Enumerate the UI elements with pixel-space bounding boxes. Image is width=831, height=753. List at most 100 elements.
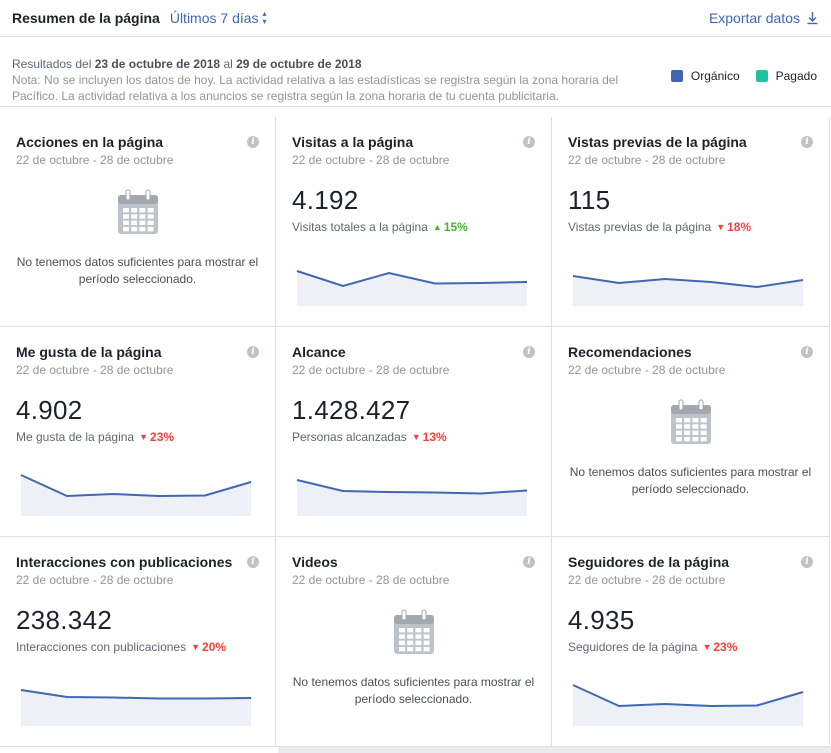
results-info: Resultados del 23 de octubre de 2018 al … — [0, 37, 831, 107]
trend-sparkline — [20, 474, 252, 516]
triangle-down-icon: ▼ — [411, 432, 421, 442]
results-mid: al — [220, 57, 237, 71]
trend-sparkline — [296, 479, 528, 516]
card-date-range: 22 de octubre - 28 de octubre — [16, 573, 174, 587]
card-date-range: 22 de octubre - 28 de octubre — [568, 573, 726, 587]
metric-label: Me gusta de la página — [16, 430, 135, 444]
results-range: Resultados del 23 de octubre de 2018 al … — [12, 57, 831, 71]
metric-label: Interacciones con publicaciones — [16, 640, 187, 654]
info-icon[interactable]: i — [523, 346, 535, 358]
no-data-message: No tenemos datos suficientes para mostra… — [292, 675, 535, 706]
info-icon[interactable]: i — [801, 556, 813, 568]
info-icon[interactable]: i — [801, 136, 813, 148]
triangle-up-icon: ▲ — [432, 222, 442, 232]
metric-label: Vistas previas de la página — [568, 220, 712, 234]
sort-caret-icon: ▴ ▾ — [262, 9, 267, 26]
results-date-from: 23 de octubre de 2018 — [94, 57, 221, 71]
trend-sparkline — [296, 270, 528, 306]
sparkline-area — [297, 480, 527, 516]
legend-label-organic: Orgánico — [690, 69, 740, 83]
legend-swatch-paid — [755, 70, 768, 82]
date-range-selector[interactable]: Últimos 7 días ▴ ▾ — [169, 9, 267, 27]
card-date-range: 22 de octubre - 28 de octubre — [568, 153, 726, 167]
card-date-range: 22 de octubre - 28 de octubre — [16, 363, 174, 377]
metric-value: 4.935 — [568, 605, 635, 635]
card-title: Visitas a la página — [292, 134, 414, 150]
calendar-icon — [393, 609, 434, 654]
metric-delta-value: 20% — [202, 640, 227, 654]
page-title: Resumen de la página — [12, 10, 160, 26]
sparkline-line — [572, 275, 804, 289]
no-data-message: No tenemos datos suficientes para mostra… — [569, 465, 812, 496]
calendar-icon — [670, 399, 711, 444]
trend-sparkline — [20, 689, 252, 726]
card-title: Seguidores de la página — [568, 554, 730, 570]
metric-subtitle: Vistas previas de la página ▼ 18% — [568, 220, 813, 234]
timezone-note: Nota: No se incluyen los datos de hoy. L… — [12, 73, 619, 103]
calendar-icon — [117, 189, 158, 234]
metric-subtitle: Seguidores de la página ▼ 23% — [568, 640, 813, 654]
metric-delta: ▼ 23% — [702, 640, 737, 654]
metric-label: Personas alcanzadas — [292, 430, 407, 444]
sparkline-line — [20, 474, 252, 498]
card-title: Interacciones con publicaciones — [16, 554, 233, 570]
export-data-label: Exportar datos — [708, 10, 800, 26]
card-date-range: 22 de octubre - 28 de octubre — [292, 153, 450, 167]
sparkline-line — [572, 684, 804, 708]
metric-value: 4.902 — [16, 395, 83, 425]
metric-delta: ▲ 15% — [433, 220, 468, 234]
sparkline-area — [573, 276, 803, 306]
triangle-down-icon: ▼ — [139, 432, 149, 442]
trend-sparkline — [572, 275, 804, 306]
metric-value: 115 — [568, 185, 611, 215]
legend-item-paid: Pagado — [755, 69, 817, 83]
results-date-to: 29 de octubre de 2018 — [236, 57, 362, 71]
metric-delta: ▼ 13% — [412, 430, 447, 444]
metric-label: Seguidores de la página — [568, 640, 698, 654]
date-range-label: Últimos 7 días — [169, 10, 259, 26]
no-data-placeholder: No tenemos datos suficientes para mostra… — [568, 399, 813, 498]
metric-delta: ▼ 23% — [139, 430, 174, 444]
metric-card-acciones-en-la-pagina[interactable]: Acciones en la página 22 de octubre - 28 … — [0, 117, 276, 327]
info-icon[interactable]: i — [523, 136, 535, 148]
metric-card-recomendaciones[interactable]: Recomendaciones 22 de octubre - 28 de oct… — [552, 327, 830, 537]
info-icon[interactable]: i — [247, 346, 259, 358]
metric-card-videos[interactable]: Videos 22 de octubre - 28 de octubre i No t… — [276, 537, 552, 747]
metric-delta: ▼ 18% — [716, 220, 751, 234]
legend-swatch-organic — [670, 70, 683, 82]
card-title: Videos — [292, 554, 338, 570]
card-title: Vistas previas de la página — [568, 134, 747, 150]
triangle-down-icon: ▼ — [702, 642, 712, 652]
no-data-placeholder: No tenemos datos suficientes para mostra… — [16, 189, 259, 288]
metric-subtitle: Interacciones con publicaciones ▼ 20% — [16, 640, 259, 654]
card-title: Acciones en la página — [16, 134, 164, 150]
card-date-range: 22 de octubre - 28 de octubre — [292, 363, 450, 377]
metric-label: Visitas totales a la página — [292, 220, 428, 234]
metric-subtitle: Personas alcanzadas ▼ 13% — [292, 430, 535, 444]
results-prefix: Resultados del — [12, 57, 95, 71]
sparkline-area — [297, 271, 527, 306]
metric-card-vistas-previas-de-la-pagina[interactable]: Vistas previas de la página 22 de octubre… — [552, 117, 830, 327]
info-icon[interactable]: i — [801, 346, 813, 358]
metric-card-alcance[interactable]: Alcance 22 de octubre - 28 de octubre i 1.4… — [276, 327, 552, 537]
metric-card-seguidores-de-la-pagina[interactable]: Seguidores de la página 22 de octubre - 2… — [552, 537, 830, 747]
info-icon[interactable]: i — [247, 556, 259, 568]
card-title: Recomendaciones — [568, 344, 692, 360]
metric-card-interacciones-con-publicaciones[interactable]: Interacciones con publicaciones 22 de oct… — [0, 537, 276, 747]
export-data-link[interactable]: Exportar datos — [709, 10, 819, 26]
sparkline-line — [296, 479, 528, 495]
metric-card-me-gusta-de-la-pagina[interactable]: Me gusta de la página 22 de octubre - 28 … — [0, 327, 276, 537]
trend-sparkline — [572, 684, 804, 726]
metric-delta-value: 23% — [150, 430, 175, 444]
legend: Orgánico Pagado — [670, 69, 817, 83]
triangle-down-icon: ▼ — [716, 222, 726, 232]
info-icon[interactable]: i — [523, 556, 535, 568]
scroll-track — [278, 747, 831, 753]
metric-delta-value: 15% — [443, 220, 468, 234]
metric-subtitle: Me gusta de la página ▼ 23% — [16, 430, 259, 444]
sparkline-line — [296, 270, 528, 288]
metric-card-visitas-a-la-pagina[interactable]: Visitas a la página 22 de octubre - 28 de… — [276, 117, 552, 327]
no-data-message: No tenemos datos suficientes para mostra… — [16, 255, 259, 286]
triangle-down-icon: ▼ — [191, 642, 201, 652]
info-icon[interactable]: i — [247, 136, 259, 148]
